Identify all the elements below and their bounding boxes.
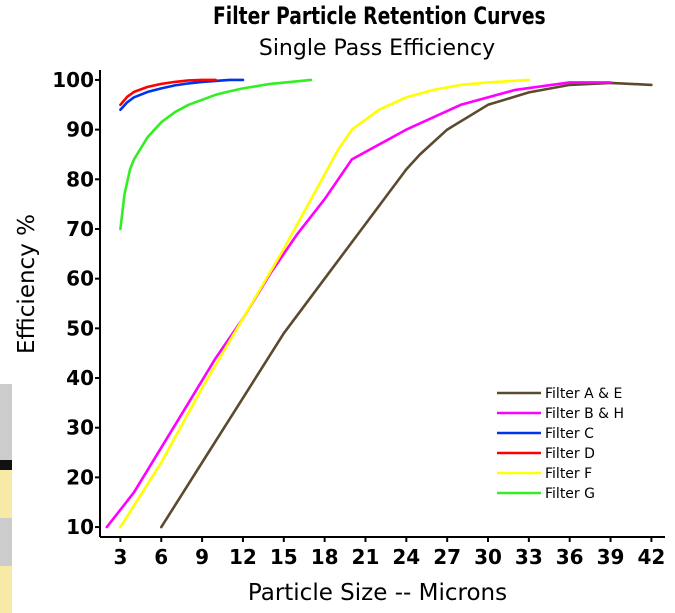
x-tick-label: 27 [433, 545, 461, 569]
side-fill-gray [0, 384, 12, 460]
chart-title: Filter Particle Retention Curves [212, 2, 546, 30]
x-tick-label: 33 [515, 545, 543, 569]
y-tick-label: 30 [66, 416, 94, 440]
series-line-filter-a-e [160, 81, 653, 529]
y-tick-label: 20 [66, 465, 94, 489]
series-line-filter-g [119, 78, 313, 231]
series-line-filter-f [119, 78, 531, 529]
x-tick-label: 24 [392, 545, 420, 569]
y-axis-label: Efficiency % [14, 214, 40, 354]
x-tick-label: 12 [229, 545, 257, 569]
series-line-filter-c [119, 78, 245, 111]
legend-label-filter-d: Filter D [545, 446, 595, 462]
y-tick-label: 100 [52, 68, 94, 92]
x-tick-label: 30 [474, 545, 502, 569]
y-tick-label: 40 [66, 366, 94, 390]
side-fill-yellow [0, 566, 12, 613]
legend-label-filter-a-e: Filter A & E [545, 386, 622, 402]
series-layer [105, 78, 653, 529]
side-fill-gray [0, 518, 12, 566]
x-tick-label: 9 [195, 545, 209, 569]
side-fill-yellow [0, 470, 12, 518]
y-tick-label: 90 [66, 118, 94, 142]
y-tick-label: 80 [66, 167, 94, 191]
x-tick-label: 6 [154, 545, 168, 569]
series-line-filter-b-h [105, 81, 612, 529]
x-tick-label: 42 [637, 545, 665, 569]
x-tick-label: 15 [270, 545, 298, 569]
y-tick-label: 70 [66, 217, 94, 241]
x-tick-label: 18 [311, 545, 339, 569]
legend: Filter A & E Filter B & H Filter C Filter D… [497, 386, 624, 502]
x-tick-label: 3 [113, 545, 127, 569]
y-tick-label: 50 [66, 316, 94, 340]
y-tick-label: 10 [66, 515, 94, 539]
x-tick-label: 21 [352, 545, 380, 569]
legend-label-filter-f: Filter F [545, 466, 592, 482]
x-axis-label: Particle Size -- Microns [247, 580, 508, 606]
x-tick-label: 36 [556, 545, 584, 569]
y-tick-label: 60 [66, 267, 94, 291]
side-divider [0, 460, 12, 470]
x-tick-label: 39 [597, 545, 625, 569]
series-line-filter-d [119, 78, 217, 107]
legend-label-filter-c: Filter C [545, 426, 594, 442]
legend-label-filter-b-h: Filter B & H [545, 406, 624, 422]
chart-subtitle: Single Pass Efficiency [258, 36, 496, 61]
legend-label-filter-g: Filter G [545, 486, 595, 502]
